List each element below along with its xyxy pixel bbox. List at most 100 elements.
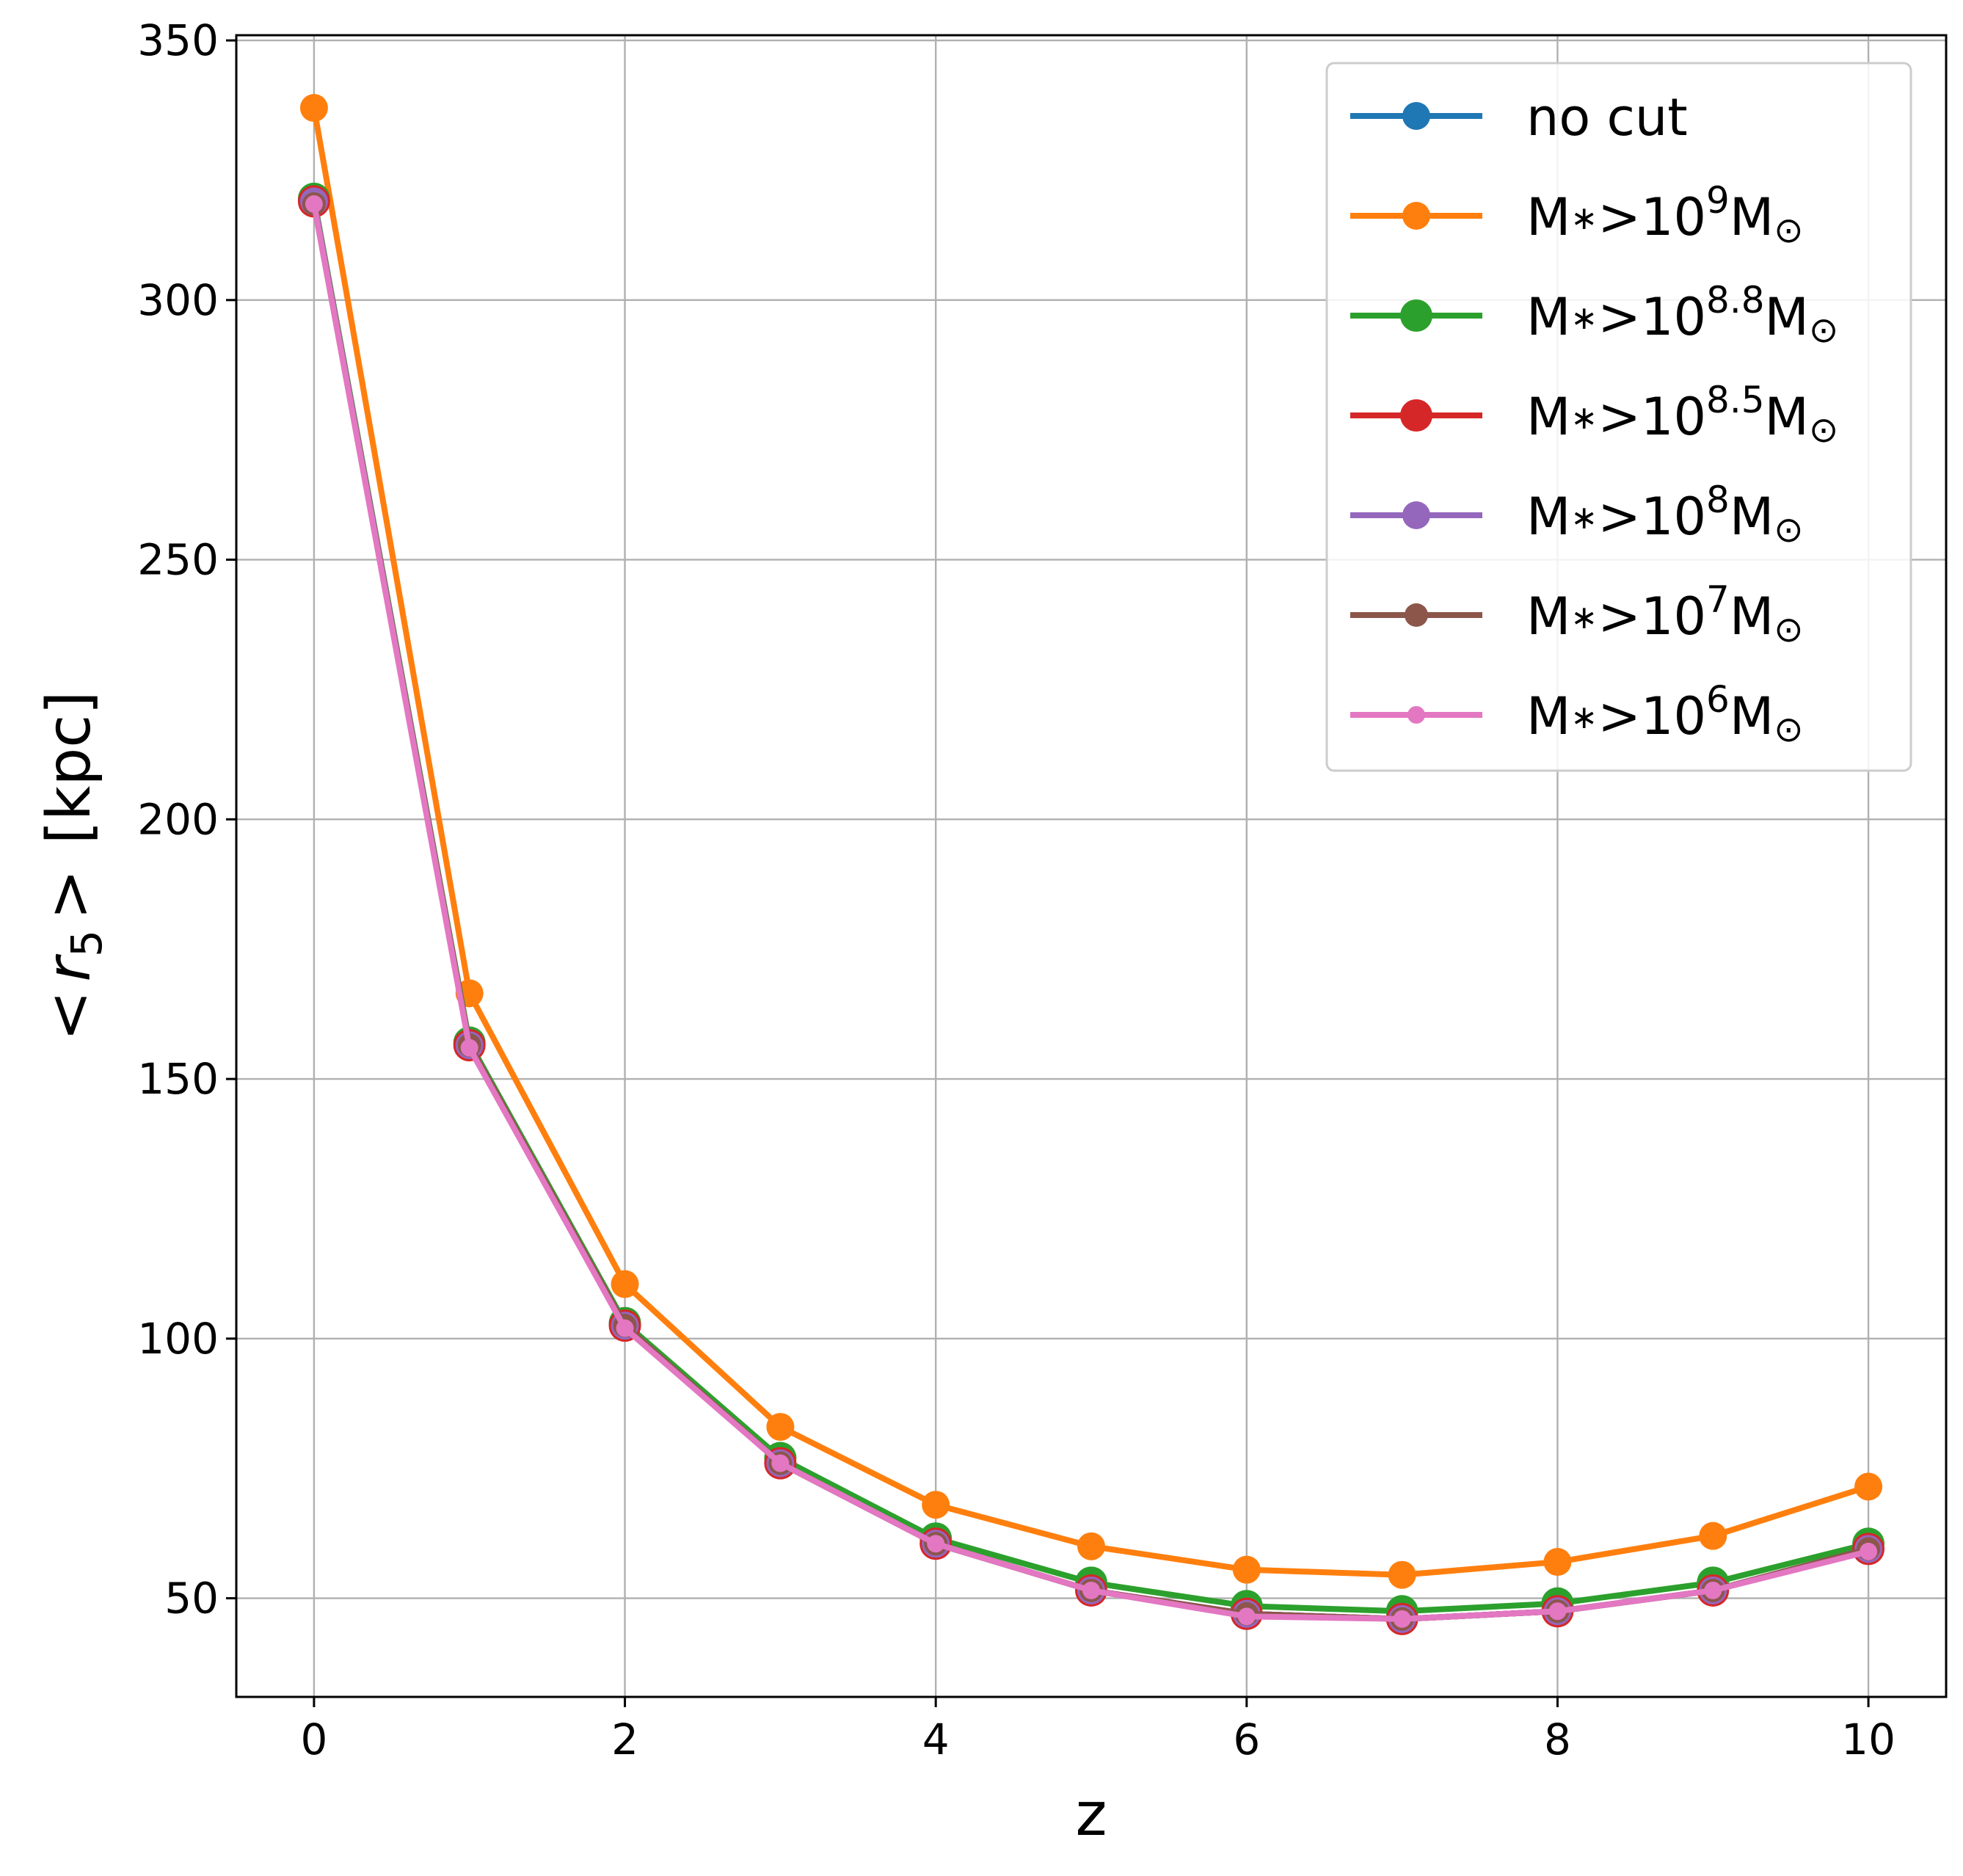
legend-label-tail: M [1730,686,1774,746]
legend-label-base: M [1526,387,1570,447]
y-tick-label: 150 [137,1054,219,1104]
series-1 [299,94,1883,1589]
data-point [1704,1581,1722,1599]
legend-item: M∗>108M⊙ [1350,479,1803,550]
legend-swatch-marker [1402,102,1430,130]
legend-label-exponent: 8.8 [1706,279,1765,321]
y-tick-label: 250 [137,535,219,585]
series-group [297,94,1885,1635]
legend-label-star: ∗ [1570,200,1598,237]
data-point [1860,1542,1878,1560]
legend-label-base: M [1526,686,1570,746]
legend-label-base: M [1526,187,1570,247]
legend-swatch-marker [1405,603,1428,627]
legend-label-tail: M [1730,187,1774,247]
data-point [927,1535,945,1553]
legend-swatch-marker [1402,501,1430,529]
legend-label-star: ∗ [1570,499,1598,537]
legend-label-tail: M [1765,287,1809,347]
legend-label: M∗>106M⊙ [1526,678,1803,750]
legend-label-relation: >10 [1598,586,1706,647]
legend-label-exponent: 8.5 [1706,379,1765,421]
legend-label: M∗>108.5M⊙ [1526,379,1838,451]
legend-swatch-marker [1400,299,1432,332]
legend-label-star: ∗ [1570,599,1598,636]
legend-item: no cut [1350,87,1688,148]
legend-label-base: M [1526,287,1570,347]
y-axis-title-unit: [kpc] [34,691,104,845]
data-point [1388,1560,1416,1589]
data-point [305,194,323,213]
y-tick-label: 350 [137,15,219,65]
data-point [1393,1610,1411,1628]
legend-label-exponent: 7 [1706,578,1730,621]
x-tick-label: 10 [1841,1715,1895,1764]
legend-label-relation: >10 [1598,686,1706,746]
x-tick-label: 0 [300,1715,327,1764]
legend-item: M∗>106M⊙ [1350,678,1803,750]
data-point [922,1491,950,1519]
legend-label-star: ∗ [1570,299,1598,337]
legend-label-relation: >10 [1598,287,1706,347]
y-axis-title-close: > [34,869,104,920]
legend-label-tail: M [1765,387,1809,447]
legend-label-sun: ⊙ [1774,609,1803,650]
data-point [611,1270,639,1298]
svg-text:<r5>[kpc]: < r5 > [kpc] [34,691,112,1041]
legend-label-star: ∗ [1570,399,1598,437]
y-tick-label: 50 [164,1574,219,1624]
data-point [771,1454,790,1472]
legend-swatch-marker [1402,202,1430,230]
legend-label-star: ∗ [1570,699,1598,736]
legend-label-relation: >10 [1598,387,1706,447]
legend-label-sun: ⊙ [1809,310,1838,351]
legend-label-sun: ⊙ [1774,509,1803,550]
data-point [1082,1581,1100,1599]
data-point [1543,1548,1572,1577]
data-point [1232,1555,1261,1584]
data-point [616,1319,634,1337]
y-tick-label: 100 [137,1314,219,1364]
y-axis-title: < r5 > [kpc] [34,691,112,1041]
legend-label-relation: >10 [1598,487,1706,547]
legend-label: M∗>108.8M⊙ [1526,279,1838,351]
legend-label-exponent: 9 [1706,179,1730,222]
legend-item: M∗>107M⊙ [1350,578,1803,650]
series-6 [305,194,1878,1628]
plot-frame [235,34,1948,1698]
legend-label-sun: ⊙ [1774,210,1803,251]
legend-box [1325,62,1912,772]
legend-label-sun: ⊙ [1809,410,1838,451]
x-tick-label: 2 [611,1715,638,1764]
legend-swatch-marker [1407,706,1425,724]
data-point [299,94,328,123]
data-point [1548,1602,1567,1621]
y-axis-title-open: < [34,991,104,1041]
legend-label-exponent: 6 [1706,678,1730,721]
legend-label-exponent: 8 [1706,479,1730,521]
legend-label: no cut [1526,87,1688,148]
legend-item: M∗>108.5M⊙ [1350,379,1838,451]
legend-label-base: M [1526,487,1570,547]
legend-label-relation: >10 [1598,187,1706,247]
legend-label-sun: ⊙ [1774,709,1803,750]
data-point [1237,1607,1256,1626]
y-axis-title-sub: 5 [62,930,112,957]
x-tick-label: 4 [922,1715,950,1764]
x-tick-label: 6 [1233,1715,1260,1764]
legend-label: M∗>109M⊙ [1526,179,1803,251]
legend-label-tail: M [1730,487,1774,547]
y-tick-label: 200 [137,794,219,844]
ticks: 0 2 4 6 8 10 50 100 150 200 250 300 350 [137,15,1895,1764]
legend-item: M∗>109M⊙ [1350,179,1803,251]
y-axis-title-var: r [34,954,104,982]
legend-label-base: M [1526,586,1570,647]
data-point [766,1413,795,1441]
legend-swatch-marker [1400,399,1432,432]
legend-item: M∗>108.8M⊙ [1350,279,1838,351]
legend-label: M∗>108M⊙ [1526,479,1803,550]
legend: no cutM∗>109M⊙M∗>108.8M⊙M∗>108.5M⊙M∗>108… [1325,62,1912,772]
legend-label: M∗>107M⊙ [1526,578,1803,650]
y-tick-label: 300 [137,275,219,325]
